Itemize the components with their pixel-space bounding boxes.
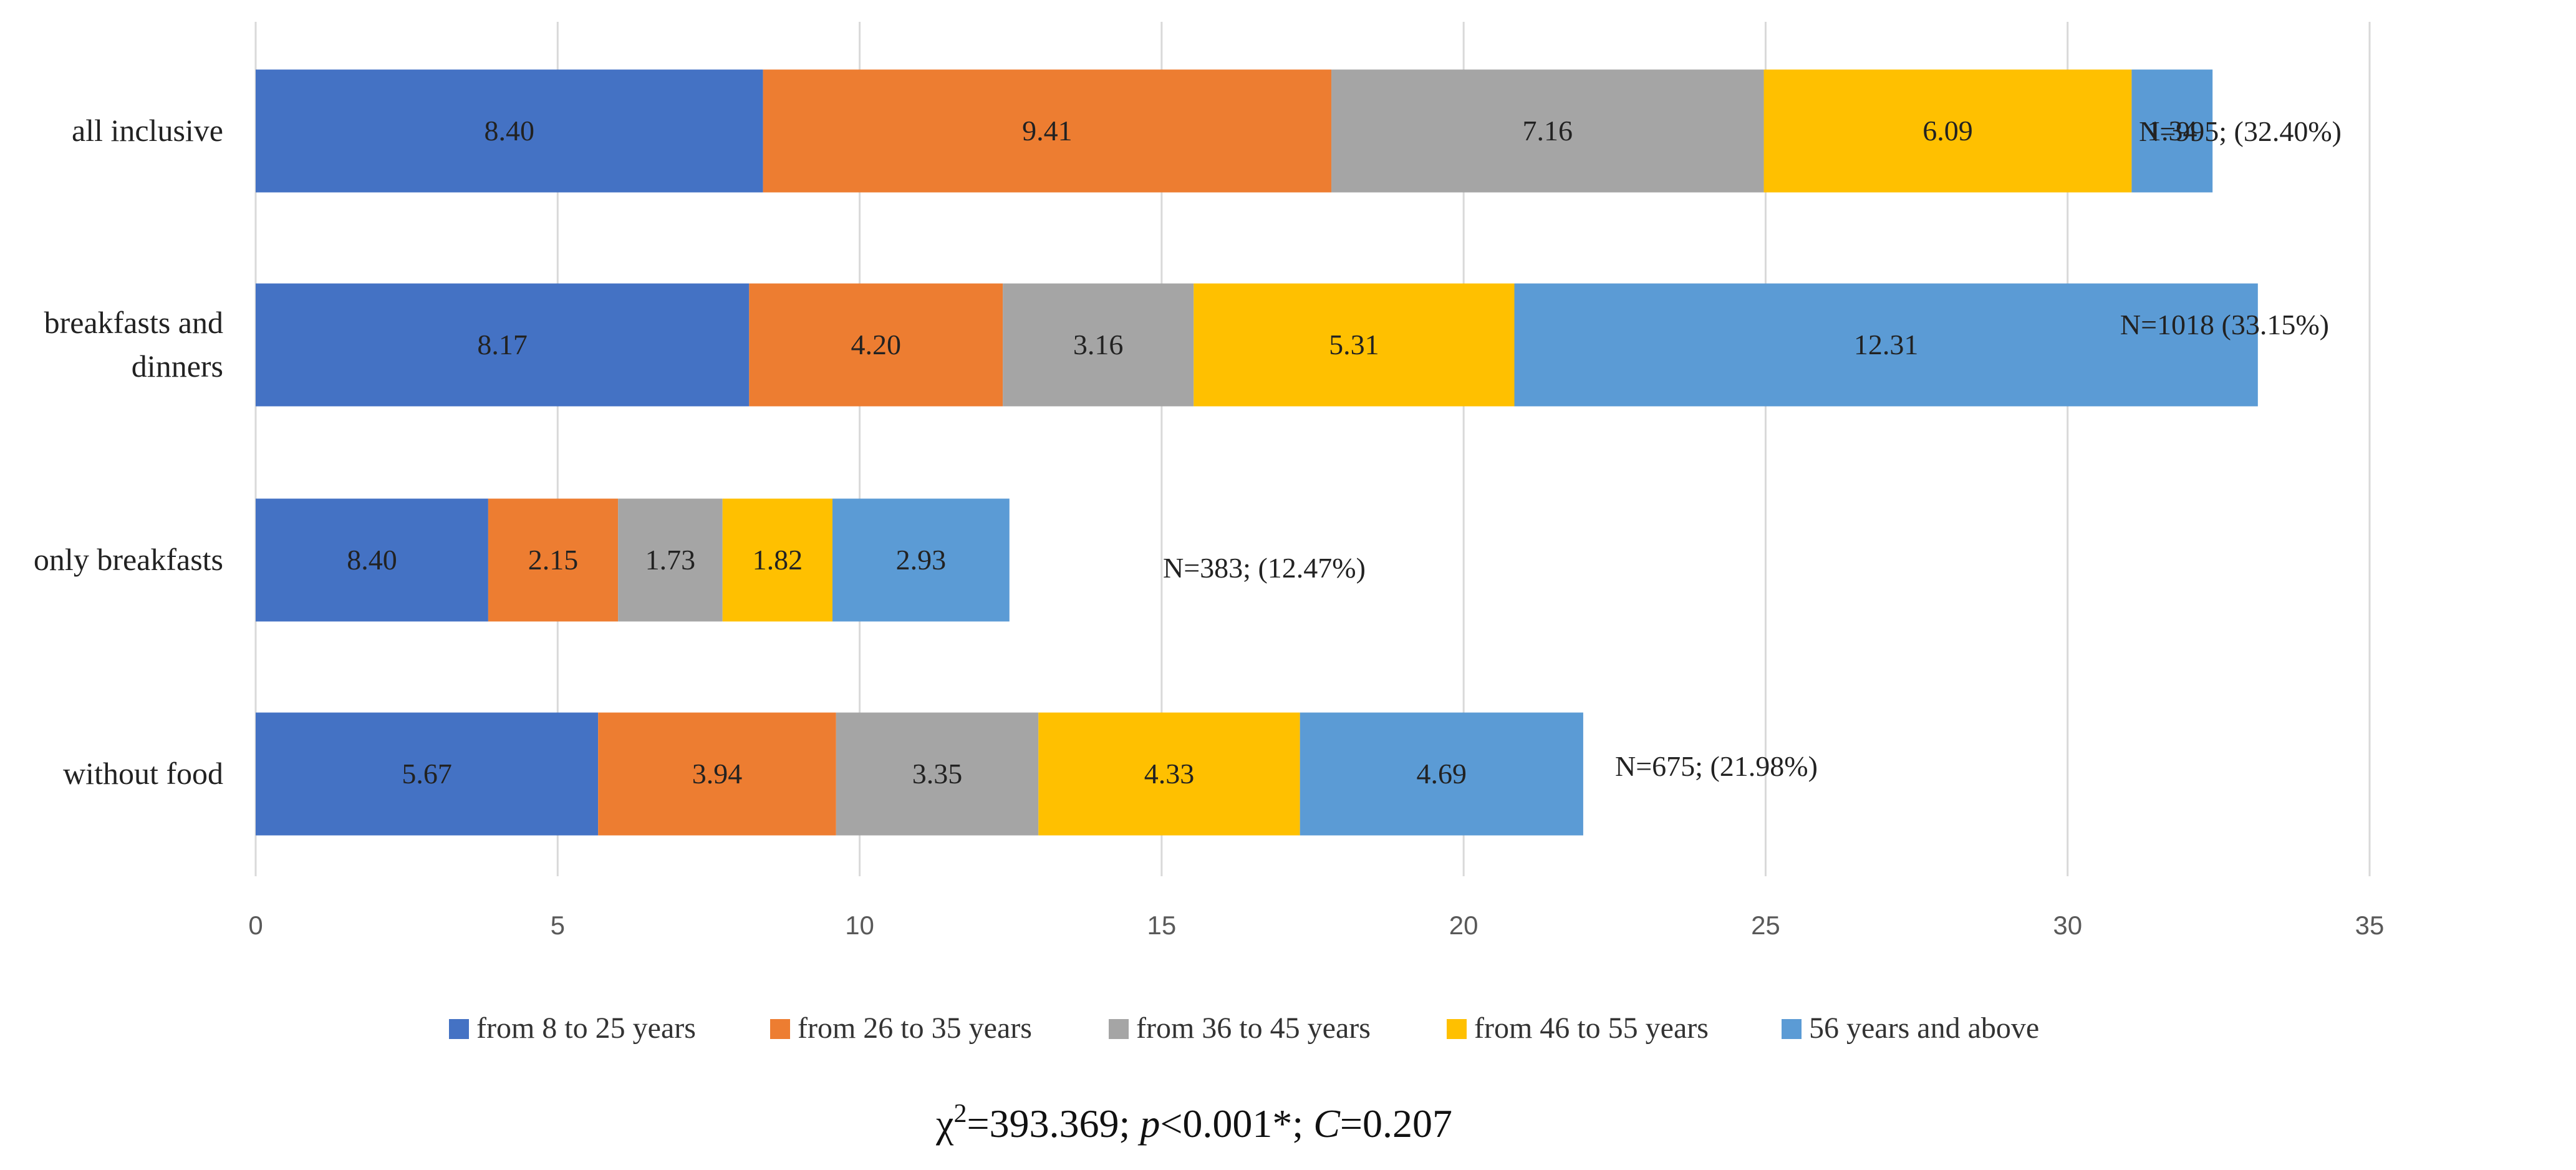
bar-segment	[722, 498, 832, 622]
bar-segment	[256, 69, 763, 193]
bar-segment	[1331, 69, 1764, 193]
bar-value-label: 6.09	[1922, 115, 1973, 147]
bar-value-label: 8.40	[347, 544, 397, 576]
legend-swatch	[1447, 1019, 1467, 1039]
category-label-line: dinners	[132, 349, 223, 384]
category-label: all inclusive	[72, 113, 223, 148]
bar-value-label: 3.16	[1073, 329, 1124, 360]
bar-value-label: 2.15	[528, 544, 579, 576]
bar-value-labels: 8.40 9.41 7.16 6.09 1.34 8.17 4.20 3.16 5.31 12.3…	[347, 115, 2197, 790]
bar-segment	[1038, 712, 1300, 836]
category-label-line: all inclusive	[72, 113, 223, 148]
bar-value-label: 8.17	[477, 329, 528, 360]
category-label: without food	[63, 756, 223, 791]
bar-value-label: 1.73	[645, 544, 696, 576]
p-value: <0.001*;	[1160, 1101, 1313, 1146]
bar-segment	[2131, 69, 2213, 193]
chi-square-statistics: χ2=393.369; p<0.001*; C=0.207	[935, 1100, 1452, 1146]
bar-segment	[1194, 283, 1515, 407]
n-annotations: N=995; (32.40%) N=1018 (33.15%) N=383; (12…	[1163, 115, 2342, 782]
n-annotation: N=1018 (33.15%)	[2120, 309, 2329, 341]
bar-segment	[763, 69, 1332, 193]
bar-value-label: 1.34	[2147, 115, 2197, 147]
bars	[256, 69, 2258, 836]
bar-segment	[1003, 283, 1194, 407]
legend-label: from 46 to 55 years	[1474, 1012, 1709, 1045]
n-annotation: N=675; (21.98%)	[1615, 750, 1818, 782]
bar-segment	[256, 283, 750, 407]
legend-label: 56 years and above	[1809, 1012, 2039, 1045]
legend: from 8 to 25 years from 26 to 35 years fro…	[449, 1012, 2039, 1045]
chi-value: =393.369;	[967, 1101, 1140, 1146]
x-tick-label: 30	[2053, 911, 2082, 940]
bar-value-label: 7.16	[1523, 115, 1573, 147]
legend-swatch	[1782, 1019, 1802, 1039]
legend-label: from 8 to 25 years	[476, 1012, 696, 1045]
n-annotation: N=995; (32.40%)	[2139, 115, 2342, 147]
bar-value-label: 8.40	[485, 115, 535, 147]
bar-value-label: 2.93	[896, 544, 947, 576]
x-tick-label: 5	[551, 911, 565, 940]
bar-segment	[256, 712, 599, 836]
bar-value-label: 3.94	[692, 758, 743, 790]
bar-segment	[488, 498, 619, 622]
bar-value-label: 4.20	[851, 329, 901, 360]
bar-segment	[836, 712, 1039, 836]
x-tick-label: 10	[845, 911, 874, 940]
legend-swatch	[449, 1019, 469, 1039]
bar-segment	[598, 712, 836, 836]
legend-label: from 26 to 35 years	[798, 1012, 1032, 1045]
legend-label: from 36 to 45 years	[1136, 1012, 1371, 1045]
c-symbol: C	[1313, 1101, 1341, 1146]
category-label-line: without food	[63, 756, 223, 791]
x-tick-label: 0	[248, 911, 263, 940]
n-annotation: N=383; (12.47%)	[1163, 552, 1366, 584]
bar-value-label: 1.82	[753, 544, 803, 576]
x-tick-label: 20	[1449, 911, 1479, 940]
x-axis-ticks: 0 5 10 15 20 25 30 35	[248, 911, 2384, 940]
bar-segment	[1300, 712, 1583, 836]
bar-value-label: 5.67	[402, 758, 452, 790]
bar-segment	[832, 498, 1010, 622]
category-label: only breakfasts	[34, 542, 223, 577]
legend-swatch	[770, 1019, 790, 1039]
bar-value-label: 12.31	[1854, 329, 1919, 360]
x-tick-label: 25	[1751, 911, 1780, 940]
bar-value-label: 3.35	[912, 758, 963, 790]
bar-segment	[1514, 283, 2258, 407]
bar-value-label: 9.41	[1022, 115, 1073, 147]
chi-symbol: χ	[935, 1101, 954, 1146]
x-tick-label: 15	[1147, 911, 1176, 940]
x-tick-label: 35	[2355, 911, 2385, 940]
bar-segment	[1763, 69, 2132, 193]
bar-value-label: 5.31	[1329, 329, 1379, 360]
bar-segment	[256, 498, 488, 622]
c-value: =0.207	[1340, 1101, 1452, 1146]
category-label-line: only breakfasts	[34, 542, 223, 577]
chi-superscript: 2	[953, 1100, 967, 1128]
bar-segment	[618, 498, 723, 622]
bar-value-label: 4.69	[1417, 758, 1467, 790]
category-label: breakfasts and dinners	[44, 305, 223, 384]
category-labels: all inclusive breakfasts and dinners only b…	[34, 113, 223, 791]
legend-swatch	[1109, 1019, 1129, 1039]
category-label-line: breakfasts and	[44, 305, 223, 340]
p-symbol: p	[1137, 1101, 1160, 1146]
bar-segment	[749, 283, 1003, 407]
bar-value-label: 4.33	[1144, 758, 1195, 790]
